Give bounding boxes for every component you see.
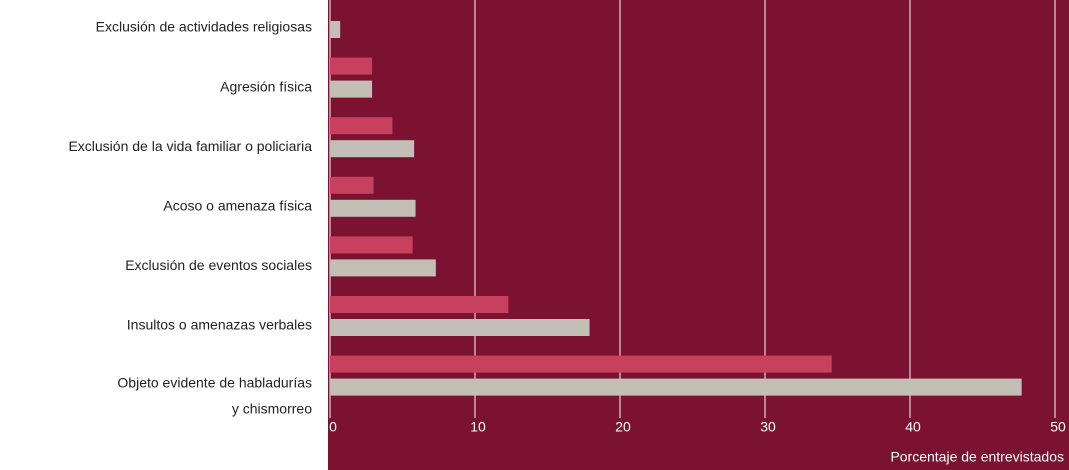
- bar: [330, 140, 415, 158]
- x-tick-label: 10: [470, 419, 486, 435]
- x-axis-label: Porcentaje de entrevistados: [890, 449, 1064, 465]
- y-tick-label: Exclusión de la vida familiar o policiar…: [68, 138, 312, 154]
- bar: [330, 296, 509, 313]
- y-tick-label: Exclusión de actividades religiosas: [96, 19, 312, 35]
- bar: [330, 355, 832, 373]
- x-tick-label: 20: [615, 419, 631, 435]
- x-tick-label: 50: [1050, 419, 1066, 435]
- plot-area: [328, 0, 1069, 470]
- y-tick-label: Objeto evidente de habladurías y chismorr…: [117, 374, 312, 416]
- y-tick-label: Agresión física: [220, 78, 312, 94]
- y-tick-label: Exclusión de eventos sociales: [125, 257, 312, 273]
- y-tick-label: Insultos o amenazas verbales: [127, 317, 312, 333]
- bar: [330, 21, 341, 38]
- x-tick-label: 30: [760, 419, 776, 435]
- bar: [330, 319, 590, 336]
- bar: [330, 80, 373, 98]
- bar: [330, 176, 374, 194]
- x-tick-label: 0: [329, 419, 337, 435]
- bar: [330, 199, 416, 217]
- bar: [330, 57, 373, 75]
- bar: [330, 117, 393, 135]
- bar: [330, 259, 436, 277]
- bar: [330, 378, 1022, 396]
- y-tick-label: Acoso o amenaza física: [163, 198, 312, 214]
- bar: [330, 236, 413, 254]
- x-tick-label: 40: [905, 419, 921, 435]
